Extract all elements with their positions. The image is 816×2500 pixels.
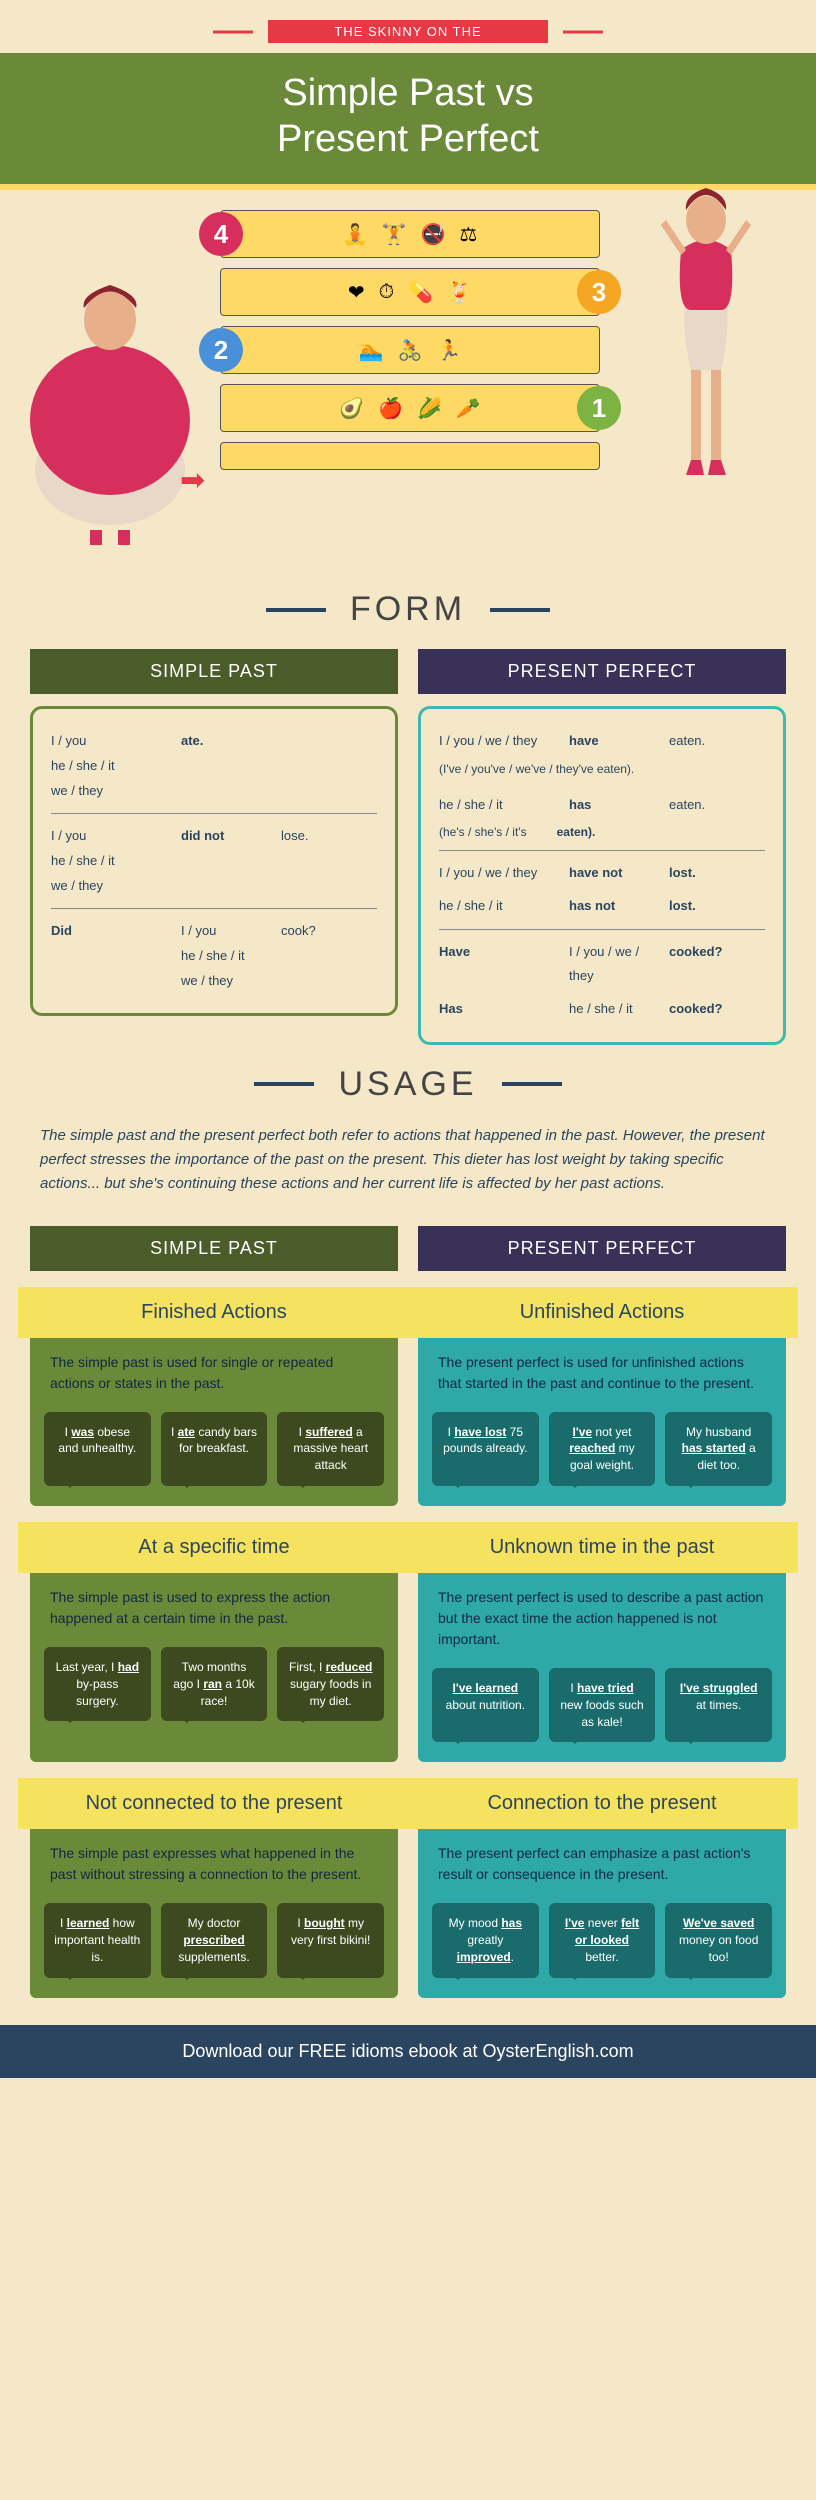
present-perfect-form-box: I / you / we / theyhaveeaten. (I've / yo… [418, 706, 786, 1044]
title-line1: Simple Past vs [0, 71, 816, 117]
footer-cta: Download our FREE idioms ebook at Oyster… [0, 2025, 816, 2078]
woman-after-icon [636, 170, 776, 490]
divider-usage: USAGE [0, 1065, 816, 1104]
simple-past-form-box: I / you he / she / it we / theyate. I / … [30, 706, 398, 1016]
hero-illustration: 4 🧘 🏋 🚭 ⚖ ❤ ⏱ 💊 🍹 3 2 🏊 🚴 🏃 🥑 [0, 190, 816, 570]
banner-top: THE SKINNY ON THE [268, 20, 548, 43]
pp-usage-header: PRESENT PERFECT [418, 1226, 786, 1271]
bubble: I have tried new foods such as kale! [549, 1668, 656, 1742]
bubble: I was obese and unhealthy. [44, 1412, 151, 1486]
bubble: I learned how important health is. [44, 1903, 151, 1977]
bubble: I've not yet reached my goal weight. [549, 1412, 656, 1486]
step-number-3: 3 [577, 270, 621, 314]
card-unfinished-actions: Unfinished Actions The present perfect i… [418, 1295, 786, 1506]
step-number-2: 2 [199, 328, 243, 372]
bubble: I have lost 75 pounds already. [432, 1412, 539, 1486]
card-connection: Connection to the present The present pe… [418, 1786, 786, 1997]
arrow-icon: ➡ [180, 463, 205, 498]
bubble: Two months ago I ran a 10k race! [161, 1647, 268, 1721]
step-number-4: 4 [199, 212, 243, 256]
bubble: My doctor prescribed supplements. [161, 1903, 268, 1977]
divider-form: FORM [0, 590, 816, 629]
tape-tail [220, 442, 600, 470]
usage-intro: The simple past and the present perfect … [0, 1124, 816, 1196]
sp-usage-header: SIMPLE PAST [30, 1226, 398, 1271]
bubble: My husband has started a diet too. [665, 1412, 772, 1486]
present-perfect-header: PRESENT PERFECT [418, 649, 786, 694]
bubble: I've struggled at times. [665, 1668, 772, 1742]
step-1: 🥑 🍎 🌽 🥕 1 [220, 384, 600, 432]
card-specific-time: At a specific time The simple past is us… [30, 1530, 398, 1762]
card-finished-actions: Finished Actions The simple past is used… [30, 1295, 398, 1506]
step-number-1: 1 [577, 386, 621, 430]
card-not-connected: Not connected to the present The simple … [30, 1786, 398, 1997]
bubble: My mood has greatly improved. [432, 1903, 539, 1977]
step-4: 4 🧘 🏋 🚭 ⚖ [220, 210, 600, 258]
woman-before-icon [20, 270, 200, 550]
step-2: 2 🏊 🚴 🏃 [220, 326, 600, 374]
title-line2: Present Perfect [0, 117, 816, 163]
bubble: I bought my very first bikini! [277, 1903, 384, 1977]
bubble: I ate candy bars for breakfast. [161, 1412, 268, 1486]
step-3: ❤ ⏱ 💊 🍹 3 [220, 268, 600, 316]
bubble: I've learned about nutrition. [432, 1668, 539, 1742]
title-block: Simple Past vs Present Perfect [0, 53, 816, 184]
bubble: First, I reduced sugary foods in my diet… [277, 1647, 384, 1721]
bubble: I've never felt or looked better. [549, 1903, 656, 1977]
bubble: Last year, I had by-pass surgery. [44, 1647, 151, 1721]
tape-path: 4 🧘 🏋 🚭 ⚖ ❤ ⏱ 💊 🍹 3 2 🏊 🚴 🏃 🥑 [220, 210, 600, 480]
card-unknown-time: Unknown time in the past The present per… [418, 1530, 786, 1762]
bubble: I suffered a massive heart attack [277, 1412, 384, 1486]
simple-past-header: SIMPLE PAST [30, 649, 398, 694]
bubble: We've saved money on food too! [665, 1903, 772, 1977]
